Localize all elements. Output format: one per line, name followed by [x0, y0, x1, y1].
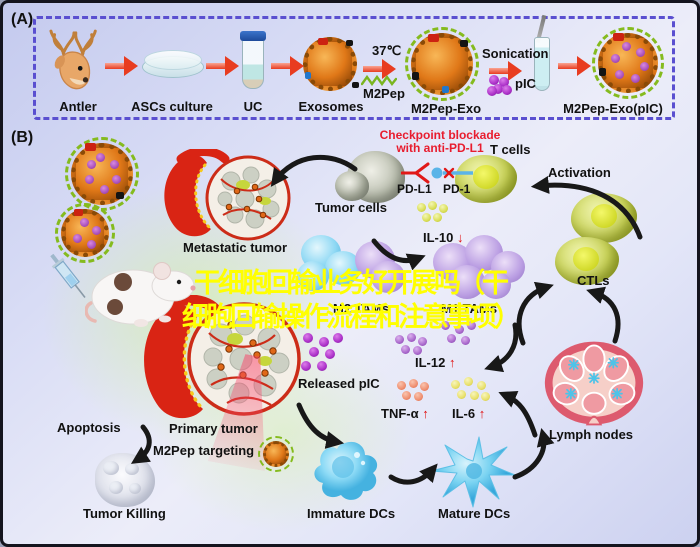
arrow-m2-to-m1: [371, 238, 426, 271]
t-cells-label: T cells: [490, 142, 531, 157]
tnf-dots-icon: [397, 379, 431, 407]
metastatic-tumor-icon: [164, 149, 291, 241]
primary-tumor-label: Primary tumor: [169, 421, 258, 436]
m2pep-exo-icon: [405, 27, 479, 101]
step-label-exosomes: Exosomes: [298, 99, 364, 114]
arrow-lymph-to-ctls-2: [586, 286, 621, 344]
m2-tam-cell-icon: [371, 261, 405, 293]
panel-a-label: (A): [11, 11, 34, 28]
m2pep-peptide-icon: [361, 75, 397, 86]
pd-l1-label: PD-L1: [397, 182, 432, 196]
arrow-apoptosis: [130, 424, 152, 464]
mature-dc-icon: [430, 436, 516, 508]
m2pep-exo-pic-icon: [592, 27, 664, 99]
tnf-alpha-label: TNF-α ↑: [381, 406, 429, 421]
m2-tams-label: M2 TAMs: [333, 301, 390, 316]
m2-tam-cell-icon: [297, 261, 329, 291]
apoptosis-label: Apoptosis: [57, 420, 121, 435]
syringe-icon: [50, 253, 86, 298]
watermark-line2: 细胞回输操作流程和注意事项）: [182, 302, 521, 333]
ctls-label: CTLs: [577, 273, 610, 288]
down-arrow-icon: ↓: [456, 230, 464, 245]
targeting-exosome-icon: [258, 436, 294, 472]
m1-tam-cell-icon: [449, 265, 485, 299]
lymph-nodes-label: Lymph nodes: [549, 427, 634, 442]
sonication-tube-icon: [534, 14, 550, 93]
sonication-label: Sonication: [482, 46, 549, 61]
il12-dots-icon: [395, 333, 429, 361]
arrow-lymph-to-ctls-1: [516, 281, 554, 346]
arrow-immature-to-mature: [388, 463, 438, 485]
released-pic-dots-icon: [301, 333, 345, 373]
t-cell-icon: [455, 155, 517, 203]
flow-arrow-icon: [558, 56, 592, 76]
injected-exosome-icon: [55, 203, 115, 263]
il12-text: IL-12: [415, 355, 446, 370]
flow-arrow-icon: [489, 61, 523, 81]
pd-l1-pd-1-blockade-icon: [401, 162, 473, 184]
flow-arrow-icon: [271, 56, 305, 76]
tnf-text: TNF-α: [381, 406, 419, 421]
flow-arrow-icon: [206, 56, 240, 76]
step-label-antler: Antler: [59, 99, 97, 114]
pic-dots-small-icon: [439, 321, 479, 355]
il10-dots-icon: [417, 201, 448, 227]
metastatic-tumor-label: Metastatic tumor: [183, 240, 288, 255]
checkpoint-line1: Checkpoint blockade: [379, 128, 501, 142]
up-arrow-icon: ↑: [448, 355, 456, 370]
flow-arrow-icon: [363, 59, 397, 79]
il6-text: IL-6: [452, 406, 476, 421]
il6-label: IL-6 ↑: [452, 406, 485, 421]
lymph-node-icon: [544, 341, 644, 426]
panel-a-box: [33, 16, 675, 120]
exosome-icon: [303, 37, 359, 91]
arrow-dc-to-cytokines: [498, 390, 538, 438]
immature-dcs-label: Immature DCs: [307, 506, 396, 521]
step-label-ascs: ASCs culture: [131, 99, 213, 114]
step-label-m2pep-exo: M2Pep-Exo: [410, 101, 482, 116]
arrow-tumorcells-to-metastatic: [270, 154, 358, 187]
tumor-cell-icon: [335, 171, 369, 201]
il12-label: IL-12 ↑: [415, 355, 455, 370]
il6-dots-icon: [451, 377, 490, 407]
checkpoint-line2: with anti-PD-L1: [396, 141, 484, 155]
pd-1-label: PD-1: [443, 182, 471, 196]
immature-dc-icon: [314, 441, 378, 500]
panel-b-label: (B): [11, 129, 34, 146]
ctl-cell-icon: [571, 193, 637, 243]
m1-tam-cell-icon: [481, 271, 511, 299]
arrow-m1-down: [484, 322, 519, 373]
tumor-cells-label: Tumor cells: [315, 200, 388, 215]
m2pep-label: M2Pep: [363, 86, 405, 101]
step-label-uc: UC: [243, 99, 263, 114]
up-arrow-icon: ↑: [478, 406, 486, 421]
antler-deer-icon: [49, 29, 97, 90]
pic-label: pIC: [515, 76, 536, 91]
arrow-ctls-to-tcell: [530, 176, 643, 240]
checkpoint-blockade-label: Checkpoint blockade with anti-PD-L1: [365, 129, 515, 155]
mouse-icon: [85, 262, 196, 327]
tumor-killing-label: Tumor Killing: [83, 506, 166, 521]
uc-tube-icon: [240, 31, 266, 91]
released-pic-label: Released pIC: [298, 376, 380, 391]
petri-dish-icon: [142, 48, 204, 78]
m1-tams-label: M1 TAMs: [441, 301, 498, 316]
ctl-cell-icon: [555, 237, 619, 285]
pic-dots-icon: [487, 75, 512, 96]
mature-dcs-label: Mature DCs: [438, 506, 511, 521]
arrow-pic-to-dc: [296, 402, 345, 449]
watermark-line1: 干细胞回输业务好开展吗（干: [194, 268, 509, 299]
il10-label: IL-10 ↓: [423, 230, 463, 245]
up-arrow-icon: ↑: [422, 406, 429, 421]
flow-arrow-icon: [105, 56, 139, 76]
arrow-dc-to-lymph: [512, 428, 555, 480]
m2pep-targeting-label: M2Pep targeting: [153, 443, 255, 458]
il10-text: IL-10: [423, 230, 454, 245]
injected-exosome-icon: [65, 137, 139, 211]
step-label-m2pep-exo-pic: M2Pep-Exo(pIC): [563, 101, 663, 116]
activation-label: Activation: [548, 165, 611, 180]
temperature-label: 37℃: [372, 43, 402, 58]
